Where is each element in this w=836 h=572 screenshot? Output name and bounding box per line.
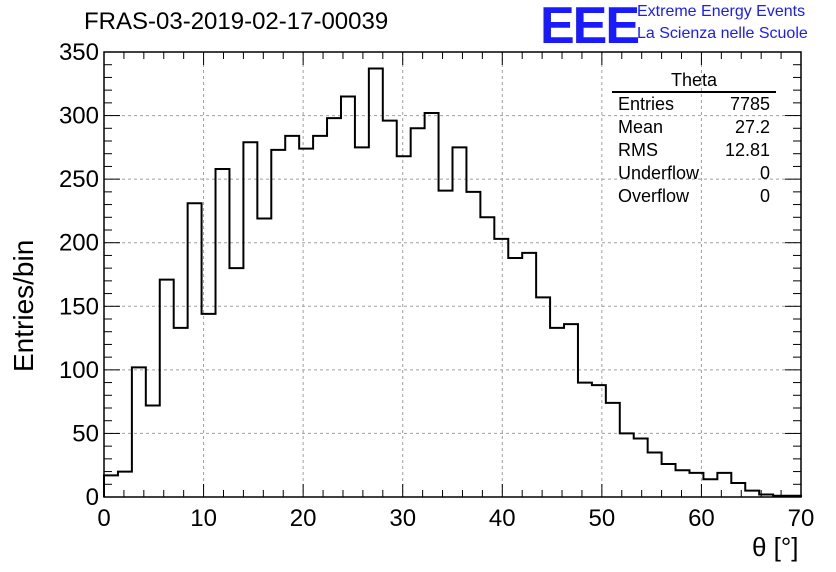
stats-label: RMS	[618, 140, 658, 160]
y-tick-label: 200	[59, 230, 99, 257]
y-tick-label: 300	[59, 103, 99, 130]
y-tick-label: 0	[86, 484, 99, 511]
stats-label: Entries	[618, 94, 675, 114]
x-tick-label: 50	[589, 505, 616, 532]
stats-value: 0	[759, 163, 770, 183]
stats-value: 0	[759, 186, 770, 206]
stats-value: 27.2	[734, 117, 770, 137]
y-tick-label: 100	[59, 357, 99, 384]
x-tick-label: 30	[389, 505, 416, 532]
y-tick-label: 150	[59, 293, 99, 320]
chart-title: FRAS-03-2019-02-17-00039	[84, 8, 389, 35]
stats-label: Mean	[618, 117, 664, 137]
stats-row-underflow: Underflow 0	[612, 162, 776, 185]
y-tick-label: 350	[59, 39, 99, 66]
stats-label: Overflow	[618, 186, 690, 206]
stats-value: 12.81	[724, 140, 770, 160]
stats-row-overflow: Overflow 0	[612, 185, 776, 208]
x-tick-label: 20	[290, 505, 317, 532]
y-tick-label: 50	[72, 420, 99, 447]
y-tick-label: 250	[59, 166, 99, 193]
plot-frame	[103, 51, 802, 498]
x-tick-label: 40	[489, 505, 516, 532]
eee-logo: EEE	[540, 0, 640, 55]
x-tick-label: 0	[97, 505, 110, 532]
stats-row-mean: Mean 27.2	[612, 116, 776, 139]
logo-line-1: Extreme Energy Events	[637, 3, 806, 20]
stats-box: Theta Entries 7785 Mean 27.2 RMS 12.81 U…	[612, 70, 776, 208]
x-axis-label: θ [°]	[752, 532, 799, 562]
stats-row-entries: Entries 7785	[612, 93, 776, 116]
x-tick-label: 10	[190, 505, 217, 532]
x-tick-label: 60	[688, 505, 715, 532]
stats-row-rms: RMS 12.81	[612, 139, 776, 162]
logo-line-2: La Scienza nelle Scuole	[637, 25, 808, 42]
y-axis-label: Entries/bin	[8, 239, 39, 372]
x-tick-label: 70	[788, 505, 815, 532]
histogram-line	[103, 67, 802, 497]
stats-title: Theta	[612, 70, 776, 93]
stats-label: Underflow	[618, 163, 700, 183]
stats-value: 7785	[729, 94, 770, 114]
